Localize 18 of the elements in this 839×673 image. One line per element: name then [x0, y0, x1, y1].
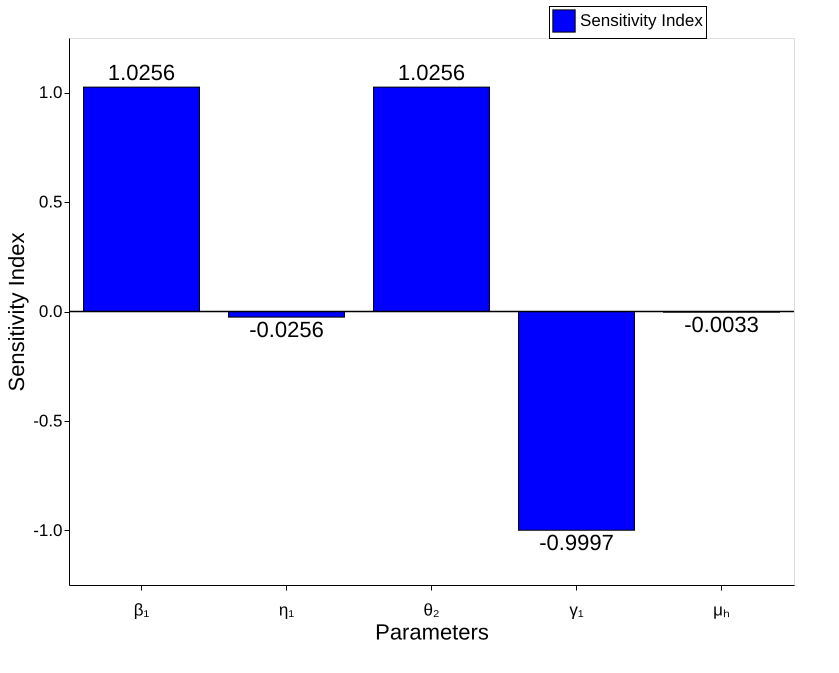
- y-axis-title: Sensitivity Index: [4, 232, 30, 392]
- x-tick-label: β₁: [134, 600, 150, 620]
- data-label: 1.0256: [398, 60, 466, 86]
- x-tick-label: θ₂: [423, 600, 440, 620]
- y-tick-label: 0.0: [38, 302, 62, 321]
- data-label: 1.0256: [108, 60, 176, 86]
- y-tick-label: -0.5: [33, 411, 62, 430]
- y-tick-label: 1.0: [38, 83, 62, 102]
- y-tick-label: 0.5: [38, 192, 62, 212]
- x-tick-label: η₁: [278, 600, 294, 620]
- data-label: -0.0033: [684, 312, 759, 338]
- y-tick-label: -1.0: [33, 520, 62, 540]
- data-label: -0.0256: [249, 317, 324, 342]
- legend-label: Sensitivity Index: [580, 11, 704, 30]
- x-tick-label: μₕ: [713, 600, 730, 620]
- x-axis-title: Parameters: [375, 620, 489, 644]
- data-label: -0.9997: [539, 530, 614, 556]
- x-tick-label: γ₁: [569, 600, 584, 620]
